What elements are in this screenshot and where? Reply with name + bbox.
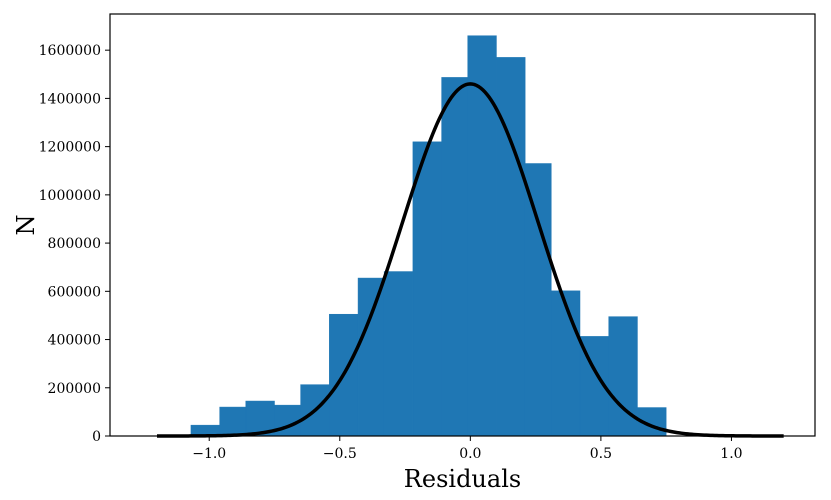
x-tick-label: −0.5	[323, 446, 357, 462]
histogram-bar-13	[551, 290, 581, 437]
x-axis-ticks: −1.0 −0.5 0.0 0.5 1.0	[192, 436, 743, 462]
y-tick-label: 200000	[48, 381, 101, 397]
x-tick-label: 0.0	[459, 446, 481, 462]
y-tick-label: 1000000	[39, 188, 101, 204]
histogram-bar-10	[467, 35, 497, 437]
x-axis-label: Residuals	[404, 465, 521, 493]
x-tick-label: 0.5	[590, 446, 612, 462]
histogram-bar-9	[441, 77, 468, 437]
histogram-bar-1	[219, 406, 247, 437]
y-tick-label: 400000	[48, 333, 101, 349]
y-axis-label: N	[12, 215, 40, 236]
histogram-bar-12	[524, 163, 552, 437]
gaussian-fit-curve	[157, 82, 784, 438]
y-tick-label: 0	[92, 429, 101, 445]
histogram-bars	[190, 35, 667, 437]
histogram-bar-7	[383, 271, 414, 437]
y-tick-label: 1400000	[39, 91, 101, 107]
y-tick-label: 600000	[48, 284, 101, 300]
plot-frame	[109, 13, 816, 437]
y-tick-label: 800000	[48, 236, 101, 252]
y-tick-label: 1200000	[39, 140, 101, 156]
histogram-bar-8	[412, 141, 442, 437]
x-tick-label: −1.0	[192, 446, 226, 462]
histogram-bar-6	[357, 277, 385, 437]
y-tick-label: 1600000	[39, 43, 101, 59]
y-axis-ticks: 0 200000 400000 600000 800000 1000000 1200000 1…	[39, 43, 110, 445]
x-tick-label: 1.0	[720, 446, 742, 462]
histogram-bar-3	[274, 404, 301, 437]
